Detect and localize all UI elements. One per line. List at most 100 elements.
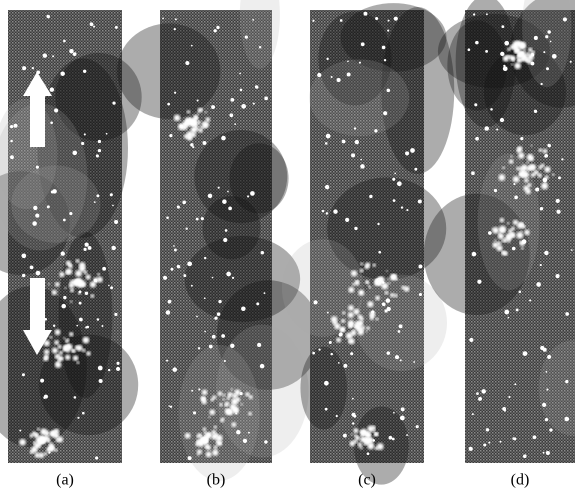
light-dot [358, 290, 364, 296]
light-dot [205, 117, 210, 122]
light-dot [41, 436, 46, 441]
light-dot [85, 326, 87, 328]
light-dot [543, 149, 548, 154]
image-panel [117, 0, 320, 481]
light-dot [219, 442, 222, 445]
light-dot [79, 302, 82, 305]
light-dot [197, 120, 201, 124]
light-dot [257, 343, 261, 347]
light-dot [72, 151, 77, 156]
light-dot [198, 347, 200, 349]
light-dot [221, 334, 225, 338]
light-dot [98, 140, 101, 143]
light-dot [264, 440, 267, 443]
light-dot [478, 397, 482, 401]
light-dot [540, 264, 542, 266]
light-dot [565, 380, 568, 383]
light-dot [116, 367, 120, 371]
light-dot [521, 247, 524, 250]
light-dot [563, 17, 567, 21]
light-dot [414, 168, 417, 171]
light-dot [418, 265, 422, 269]
light-dot [382, 302, 386, 306]
light-dot [174, 114, 181, 121]
light-dot [224, 360, 226, 362]
light-dot [500, 218, 505, 223]
light-dot [231, 388, 233, 390]
light-dot [214, 446, 218, 450]
light-dot [223, 394, 226, 397]
light-dot [50, 336, 53, 339]
light-dot [79, 262, 85, 268]
light-dot [527, 54, 534, 61]
light-dot [37, 428, 40, 431]
light-dot [394, 294, 398, 298]
light-dot [529, 299, 531, 301]
light-dot [472, 252, 477, 257]
light-dot [354, 281, 359, 286]
light-dot [211, 105, 215, 109]
image-panel [424, 0, 575, 463]
light-dot [179, 124, 182, 127]
light-dot [201, 397, 206, 402]
light-dot [185, 227, 187, 229]
light-dot [79, 281, 86, 288]
light-dot [247, 195, 249, 197]
light-dot [98, 149, 101, 152]
light-dot [474, 103, 477, 106]
light-dot [363, 443, 365, 445]
light-dot [364, 438, 369, 443]
light-dot [81, 142, 84, 145]
light-dot [530, 164, 536, 170]
light-dot [198, 128, 203, 133]
light-dot [351, 270, 357, 276]
light-dot [325, 408, 328, 411]
light-dot [74, 396, 77, 399]
light-dot [13, 124, 17, 128]
light-dot [63, 345, 68, 350]
light-dot [355, 435, 360, 440]
light-dot [32, 221, 37, 226]
light-dot [233, 408, 239, 414]
light-dot [249, 395, 253, 399]
light-dot [374, 129, 377, 132]
light-dot [476, 392, 479, 395]
light-dot [322, 210, 324, 212]
light-dot [534, 36, 538, 40]
light-dot [94, 201, 96, 203]
light-dot [382, 46, 386, 50]
light-dot [394, 17, 398, 21]
light-dot [508, 317, 510, 319]
light-dot [519, 43, 526, 50]
light-dot [471, 171, 475, 175]
light-dot [208, 194, 213, 199]
light-dot [518, 152, 524, 158]
light-dot [78, 292, 81, 295]
light-dot [241, 104, 246, 109]
light-dot [486, 13, 488, 15]
light-dot [209, 345, 213, 349]
light-dot [534, 170, 539, 175]
light-region [478, 154, 540, 291]
light-dot [374, 432, 378, 436]
light-dot [387, 30, 389, 32]
light-dot [189, 119, 196, 126]
light-dot [83, 70, 86, 73]
light-dot [223, 398, 226, 401]
light-dot [499, 229, 502, 232]
light-dot [351, 153, 355, 157]
light-dot [250, 191, 255, 196]
light-dot [545, 418, 548, 421]
light-dot [531, 50, 535, 54]
light-dot [543, 51, 545, 53]
light-dot [512, 247, 516, 251]
light-dot [73, 355, 79, 361]
light-dot [66, 261, 71, 266]
light-dot [488, 442, 490, 444]
light-dot [376, 318, 379, 321]
light-dot [360, 164, 365, 169]
light-dot [552, 173, 555, 176]
light-dot [377, 443, 384, 450]
light-dot [90, 22, 94, 26]
light-dot [354, 326, 356, 328]
